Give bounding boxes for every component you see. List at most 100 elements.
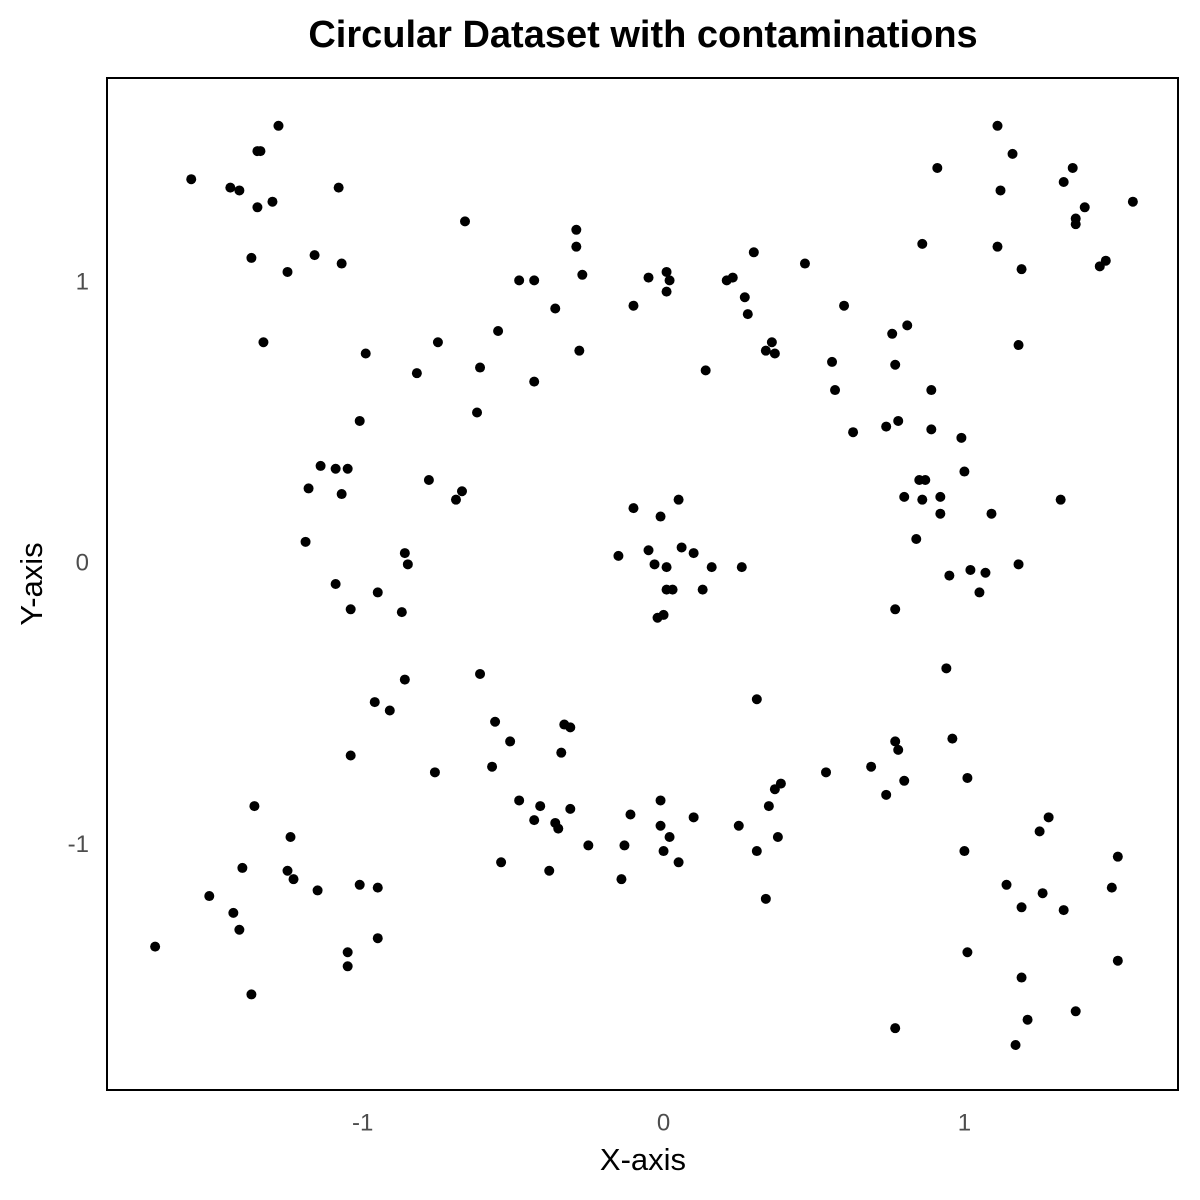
point <box>890 359 901 370</box>
point <box>763 801 774 812</box>
point <box>1106 882 1117 893</box>
point <box>472 407 483 418</box>
point <box>760 345 771 356</box>
point <box>911 534 922 545</box>
point <box>772 832 783 842</box>
point <box>628 300 639 311</box>
point <box>917 494 928 505</box>
point <box>342 463 353 474</box>
point <box>423 474 434 485</box>
point <box>986 508 997 519</box>
point <box>742 309 753 320</box>
point <box>655 820 666 831</box>
point <box>225 182 236 193</box>
point <box>1112 851 1123 862</box>
point <box>751 694 762 705</box>
point <box>432 337 443 348</box>
point <box>655 511 666 522</box>
point <box>577 269 588 280</box>
point <box>935 491 946 502</box>
point <box>303 483 314 494</box>
point <box>1067 162 1078 173</box>
point <box>228 907 239 918</box>
point <box>643 545 654 556</box>
point <box>980 567 991 578</box>
point <box>944 570 955 581</box>
point <box>890 1023 901 1034</box>
point <box>827 356 838 367</box>
point <box>550 303 561 314</box>
point <box>369 697 380 708</box>
point <box>345 604 356 615</box>
point <box>769 784 780 795</box>
point <box>487 761 498 772</box>
point <box>899 775 910 786</box>
point <box>384 705 395 716</box>
point <box>258 337 269 348</box>
point <box>493 326 504 336</box>
point <box>616 874 627 885</box>
point <box>571 241 582 252</box>
point <box>456 486 467 497</box>
point <box>890 604 901 615</box>
point <box>1070 219 1081 230</box>
point <box>574 345 585 356</box>
point <box>345 750 356 761</box>
point <box>490 716 501 727</box>
plot-border <box>106 77 1179 1091</box>
point <box>926 385 937 396</box>
point <box>625 809 636 820</box>
point <box>252 202 263 213</box>
x-axis-title: X-axis <box>600 1142 686 1177</box>
point <box>544 865 555 876</box>
point <box>514 275 525 286</box>
point <box>673 494 684 505</box>
point <box>273 120 284 131</box>
point <box>736 562 747 573</box>
point <box>300 536 311 547</box>
point <box>1127 196 1138 207</box>
point <box>926 424 937 435</box>
point <box>664 832 675 842</box>
point <box>751 846 762 857</box>
point <box>396 607 407 618</box>
point <box>267 196 278 207</box>
point <box>282 266 293 277</box>
point <box>658 846 669 857</box>
point <box>309 250 320 261</box>
point <box>514 795 525 806</box>
point <box>760 893 771 904</box>
point <box>1010 1040 1021 1051</box>
y-tick-label: 1 <box>76 269 89 296</box>
point <box>866 761 877 772</box>
point <box>676 542 687 553</box>
point <box>992 241 1003 252</box>
point <box>935 508 946 519</box>
point <box>613 550 624 561</box>
point <box>411 368 422 379</box>
point <box>315 460 326 471</box>
point <box>354 879 365 890</box>
point <box>748 247 759 258</box>
point <box>992 120 1003 131</box>
point <box>1079 202 1090 213</box>
point <box>661 286 672 297</box>
point <box>974 587 985 598</box>
point <box>727 272 738 283</box>
point <box>336 489 347 500</box>
point <box>956 432 967 443</box>
point <box>661 266 672 277</box>
point <box>529 815 540 826</box>
point <box>881 789 892 800</box>
point <box>619 840 630 851</box>
point <box>553 823 564 834</box>
x-tick-label: 0 <box>657 1109 670 1136</box>
point <box>1016 972 1027 983</box>
point <box>1055 494 1066 505</box>
point <box>1070 1006 1081 1017</box>
point <box>1016 902 1027 913</box>
point <box>571 224 582 235</box>
point <box>505 736 516 747</box>
y-tick-label: 0 <box>76 550 89 577</box>
point <box>959 466 970 477</box>
